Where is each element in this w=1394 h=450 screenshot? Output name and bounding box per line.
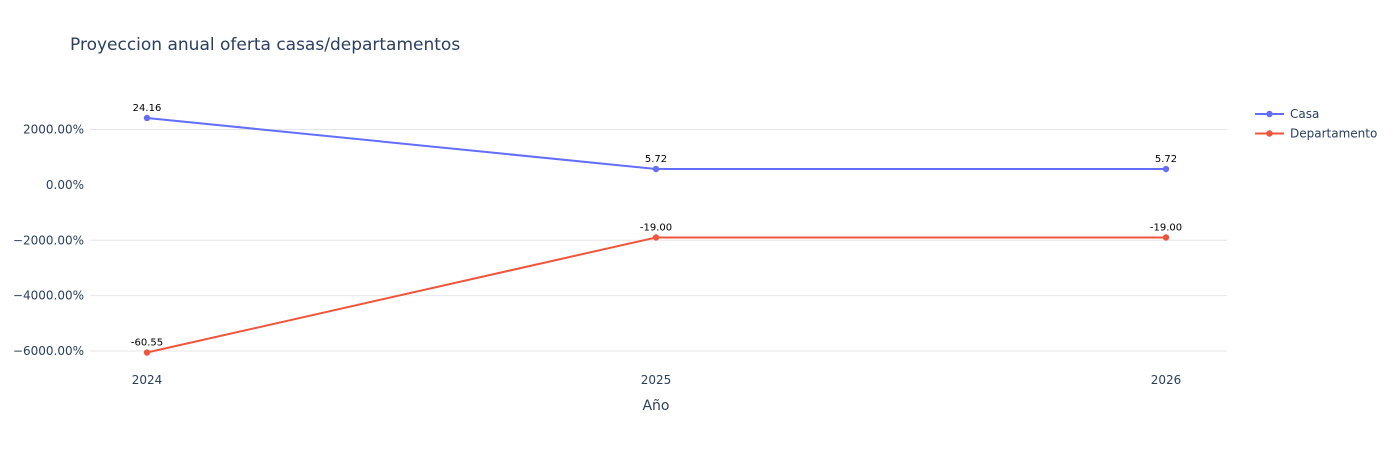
y-tick-label: −4000.00%	[13, 289, 84, 303]
data-label: -19.00	[640, 222, 672, 233]
x-tick-label: 2025	[641, 373, 672, 387]
y-tick-label: 2000.00%	[23, 123, 84, 137]
series-layer	[143, 114, 1170, 356]
legend-label: Casa	[1290, 107, 1319, 121]
data-label: 5.72	[645, 154, 667, 165]
data-point[interactable]	[1162, 234, 1170, 241]
x-axis-ticks: 2024 2025 2026	[132, 373, 1182, 387]
x-tick-label: 2024	[132, 373, 163, 387]
grid-layer	[90, 129, 1227, 352]
x-tick-label: 2026	[1151, 373, 1182, 387]
data-labels: 24.16 5.72 5.72 -60.55 -19.00 -19.00	[131, 103, 1182, 349]
data-point[interactable]	[652, 234, 660, 241]
legend[interactable]: Casa Departamento	[1255, 107, 1377, 141]
series-line-departamento	[146, 236, 1166, 354]
legend-item-casa[interactable]: Casa	[1255, 107, 1319, 121]
y-tick-label: 0.00%	[46, 178, 84, 192]
data-label: 24.16	[133, 103, 162, 114]
y-tick-label: −6000.00%	[13, 344, 84, 358]
data-label: 5.72	[1155, 154, 1177, 165]
legend-label: Departamento	[1290, 127, 1377, 141]
legend-marker	[1266, 130, 1273, 137]
legend-item-departamento[interactable]: Departamento	[1255, 127, 1377, 141]
data-point[interactable]	[652, 165, 660, 173]
data-point[interactable]	[143, 114, 151, 122]
data-label: -60.55	[131, 338, 163, 349]
x-axis-title: Año	[642, 398, 669, 414]
data-point[interactable]	[1162, 165, 1170, 173]
chart-title: Proyeccion anual oferta casas/departamen…	[70, 35, 460, 55]
y-tick-label: −2000.00%	[13, 233, 84, 247]
data-point[interactable]	[143, 349, 151, 356]
legend-marker	[1266, 110, 1273, 118]
data-label: -19.00	[1150, 222, 1182, 233]
y-axis-ticks: 2000.00% 0.00% −2000.00% −4000.00% −6000.00%	[13, 123, 84, 359]
